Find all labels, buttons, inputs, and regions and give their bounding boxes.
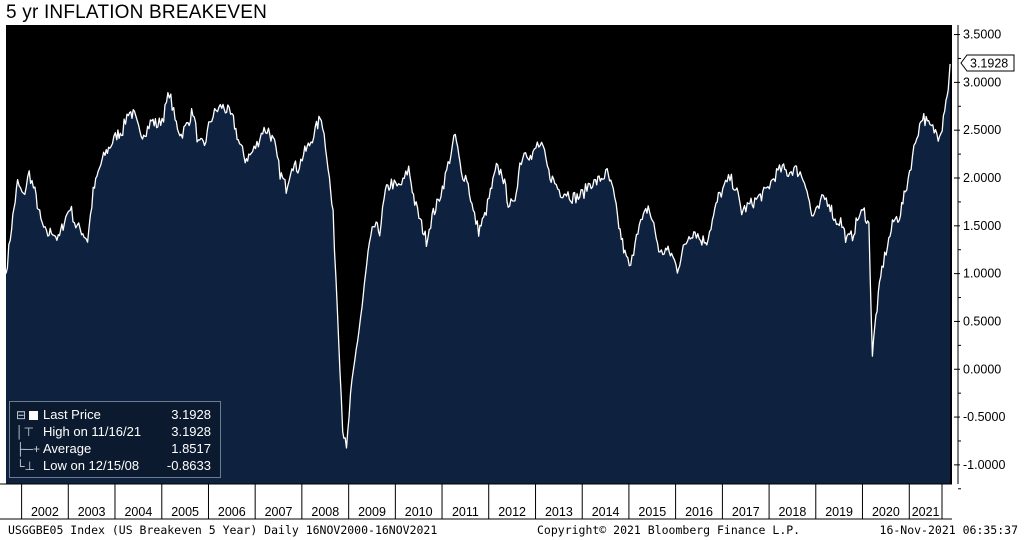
x-tick-label: 2008 — [311, 505, 339, 519]
y-tick-label: 1.0000 — [963, 267, 1001, 281]
average-line-icon: ├─+ — [16, 442, 41, 456]
y-tick-label: 3.0000 — [963, 75, 1001, 89]
footer-index-info: USGGBE05 Index (US Breakeven 5 Year) Dai… — [8, 523, 438, 537]
x-tick-label: 2021 — [912, 505, 940, 519]
y-tick-label: 2.5000 — [963, 123, 1001, 137]
last-value-layer: 3.1928 — [960, 54, 1015, 72]
legend-row-average: ├─+ Average 1.8517 — [10, 441, 220, 458]
x-tick-label: 2016 — [685, 505, 713, 519]
x-tick-label: 2018 — [778, 505, 806, 519]
footer-copyright: Copyright© 2021 Bloomberg Finance L.P. — [537, 523, 801, 537]
x-tick-label: 2014 — [592, 505, 620, 519]
x-tick-label: 2013 — [545, 505, 573, 519]
y-axis: 3.5000 3.0000 2.5000 2.0000 1.5000 1.0000 0.50… — [954, 25, 1005, 490]
legend-row-high: │⊤ High on 11/16/21 3.1928 — [10, 424, 220, 441]
legend-value: 3.1928 — [171, 424, 211, 439]
y-tick-label: 0.5000 — [963, 314, 1001, 328]
x-tick-label: 2012 — [498, 505, 526, 519]
legend-row-last-price: ⊟ Last Price 3.1928 — [10, 407, 220, 424]
last-value-flag — [960, 54, 1015, 72]
y-tick-label: 2.0000 — [963, 171, 1001, 185]
x-tick-label: 2005 — [171, 505, 199, 519]
legend-label: Last Price — [43, 407, 101, 422]
footer-timestamp: 16-Nov-2021 06:35:37 — [879, 523, 1018, 537]
x-tick-label: 2019 — [825, 505, 853, 519]
legend-label: High on 11/16/21 — [43, 424, 142, 439]
legend-label: Low on 12/15/08 — [43, 458, 140, 473]
series-line — [5, 63, 951, 449]
legend-value: 1.8517 — [171, 441, 211, 456]
footer: USGGBE05 Index (US Breakeven 5 Year) Dai… — [0, 521, 1024, 540]
y-tick-label: -0.5000 — [963, 410, 1005, 424]
y-tick-label: -1.0000 — [963, 458, 1005, 472]
x-tick-label: 2009 — [358, 505, 386, 519]
x-tick-label: 2011 — [452, 505, 479, 519]
x-tick-label: 2017 — [732, 505, 760, 519]
chart-title: 5 yr INFLATION BREAKEVEN — [6, 2, 268, 23]
x-tick-label: 2004 — [124, 505, 152, 519]
white-square-icon: ⊟ — [16, 408, 42, 422]
last-value-label: 3.1928 — [970, 57, 1008, 71]
x-tick-label: 2003 — [78, 505, 106, 519]
x-tick-label: 2010 — [405, 505, 433, 519]
x-tick-label: 2006 — [218, 505, 246, 519]
series-area — [6, 63, 951, 485]
y-tick-label: 0.0000 — [963, 362, 1001, 376]
low-marker-icon: └⊥ — [16, 459, 35, 473]
x-axis: 2002 2003 2004 2005 2006 2007 2008 2009 2010 2011… — [0, 483, 952, 520]
legend: ⊟ Last Price 3.1928 │⊤ High on 11/16/21 … — [9, 401, 221, 478]
legend-label: Average — [43, 441, 92, 456]
x-tick-label: 2020 — [872, 505, 900, 519]
y-tick-label: 3.5000 — [963, 28, 1001, 42]
legend-value: -0.8633 — [166, 458, 211, 473]
area-layer — [5, 63, 951, 485]
legend-value: 3.1928 — [171, 407, 211, 422]
legend-row-low: └⊥ Low on 12/15/08 -0.8633 — [10, 458, 220, 475]
x-tick-label: 2002 — [31, 505, 59, 519]
x-tick-label: 2015 — [638, 505, 666, 519]
high-marker-icon: │⊤ — [16, 425, 34, 439]
y-tick-label: 1.5000 — [963, 219, 1001, 233]
x-tick-label: 2007 — [265, 505, 293, 519]
